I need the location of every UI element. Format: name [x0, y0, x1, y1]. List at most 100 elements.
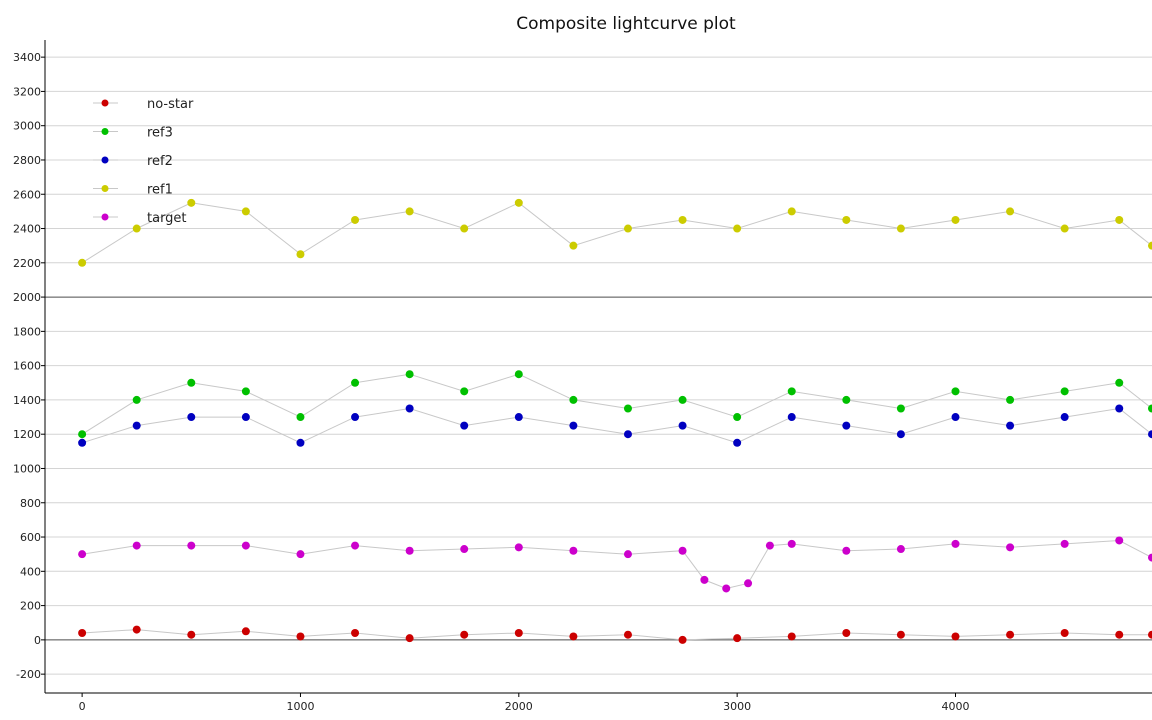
- data-point: [678, 421, 687, 430]
- data-point: [896, 430, 905, 439]
- data-point: [744, 579, 753, 588]
- data-point: [1148, 404, 1152, 413]
- data-point: [842, 629, 851, 638]
- data-point: [842, 421, 851, 430]
- x-tick-label: 0: [79, 700, 86, 713]
- data-point: [187, 198, 196, 207]
- legend-label: ref2: [147, 154, 173, 169]
- data-point: [78, 629, 87, 638]
- series-line: [81, 407, 1152, 444]
- data-point: [1060, 539, 1069, 548]
- y-tick-label: 1200: [13, 428, 41, 441]
- data-point: [722, 584, 731, 593]
- data-point: [951, 539, 960, 548]
- series-line: [82, 539, 1152, 590]
- data-point: [951, 413, 960, 422]
- data-point: [296, 413, 305, 422]
- grid-lines: [45, 56, 1152, 675]
- data-point: [405, 404, 414, 413]
- data-point: [951, 215, 960, 224]
- data-point: [187, 413, 196, 422]
- y-tick-label: 2600: [13, 188, 41, 201]
- data-point: [78, 550, 87, 559]
- data-point: [296, 632, 305, 641]
- data-point: [241, 627, 250, 636]
- data-point: [460, 387, 469, 396]
- legend-marker: [101, 213, 109, 221]
- data-point: [1060, 413, 1069, 422]
- data-point: [896, 630, 905, 639]
- data-point: [787, 413, 796, 422]
- data-point: [1148, 630, 1152, 639]
- data-point: [514, 543, 523, 552]
- data-point: [1060, 224, 1069, 233]
- legend-marker: [101, 156, 109, 164]
- data-point: [896, 545, 905, 554]
- legend-label: ref3: [147, 126, 173, 141]
- data-point: [623, 550, 632, 559]
- y-tick-label: 1600: [13, 360, 41, 373]
- data-point: [678, 395, 687, 404]
- data-point: [1006, 207, 1015, 216]
- data-point: [296, 250, 305, 259]
- data-point: [241, 387, 250, 396]
- data-point: [569, 546, 578, 555]
- data-point: [514, 198, 523, 207]
- data-point: [187, 630, 196, 639]
- y-tick-label: 1800: [13, 325, 41, 338]
- data-point: [842, 215, 851, 224]
- data-point: [842, 546, 851, 555]
- data-point: [187, 378, 196, 387]
- data-point: [733, 224, 742, 233]
- data-point: [1115, 630, 1124, 639]
- data-point: [132, 625, 141, 634]
- data-point: [896, 404, 905, 413]
- data-point: [351, 378, 360, 387]
- y-tick-label: 2000: [13, 291, 41, 304]
- series-no-star: [78, 625, 1152, 644]
- data-point: [678, 546, 687, 555]
- data-point: [1060, 629, 1069, 638]
- chart-title: Composite lightcurve plot: [516, 14, 736, 34]
- x-tick-label: 1000: [286, 700, 314, 713]
- y-tick-label: 1400: [13, 394, 41, 407]
- data-point: [787, 207, 796, 216]
- data-point: [787, 539, 796, 548]
- data-point: [623, 430, 632, 439]
- data-point: [132, 395, 141, 404]
- x-tick-label: 2000: [505, 700, 533, 713]
- data-point: [132, 421, 141, 430]
- series-ref3: [78, 370, 1152, 439]
- data-point: [405, 546, 414, 555]
- data-point: [1006, 395, 1015, 404]
- data-point: [351, 413, 360, 422]
- axes: [44, 40, 1152, 694]
- y-tick-label: 2200: [13, 257, 41, 270]
- data-point: [78, 438, 87, 447]
- data-point: [460, 545, 469, 554]
- y-tick-label: 3200: [13, 85, 41, 98]
- data-point: [1115, 536, 1124, 545]
- data-point: [351, 215, 360, 224]
- y-tick-label: 200: [20, 600, 41, 613]
- data-point: [1148, 553, 1152, 562]
- data-point: [132, 541, 141, 550]
- data-point: [678, 215, 687, 224]
- data-point: [623, 630, 632, 639]
- y-tick-label: 2400: [13, 223, 41, 236]
- series-target: [78, 536, 1152, 593]
- data-point: [405, 207, 414, 216]
- reference-lines: [45, 296, 1152, 641]
- data-point: [569, 241, 578, 250]
- data-point: [78, 258, 87, 267]
- y-tick-labels: -200 0 200 400 600 800 1000 1200 1400 1600 1800 200…: [13, 51, 45, 681]
- data-point: [733, 634, 742, 643]
- data-point: [1148, 430, 1152, 439]
- data-point: [623, 224, 632, 233]
- y-tick-label: 3000: [13, 120, 41, 133]
- series-ref2: [78, 404, 1152, 447]
- data-point: [1115, 404, 1124, 413]
- data-point: [351, 629, 360, 638]
- data-point: [460, 630, 469, 639]
